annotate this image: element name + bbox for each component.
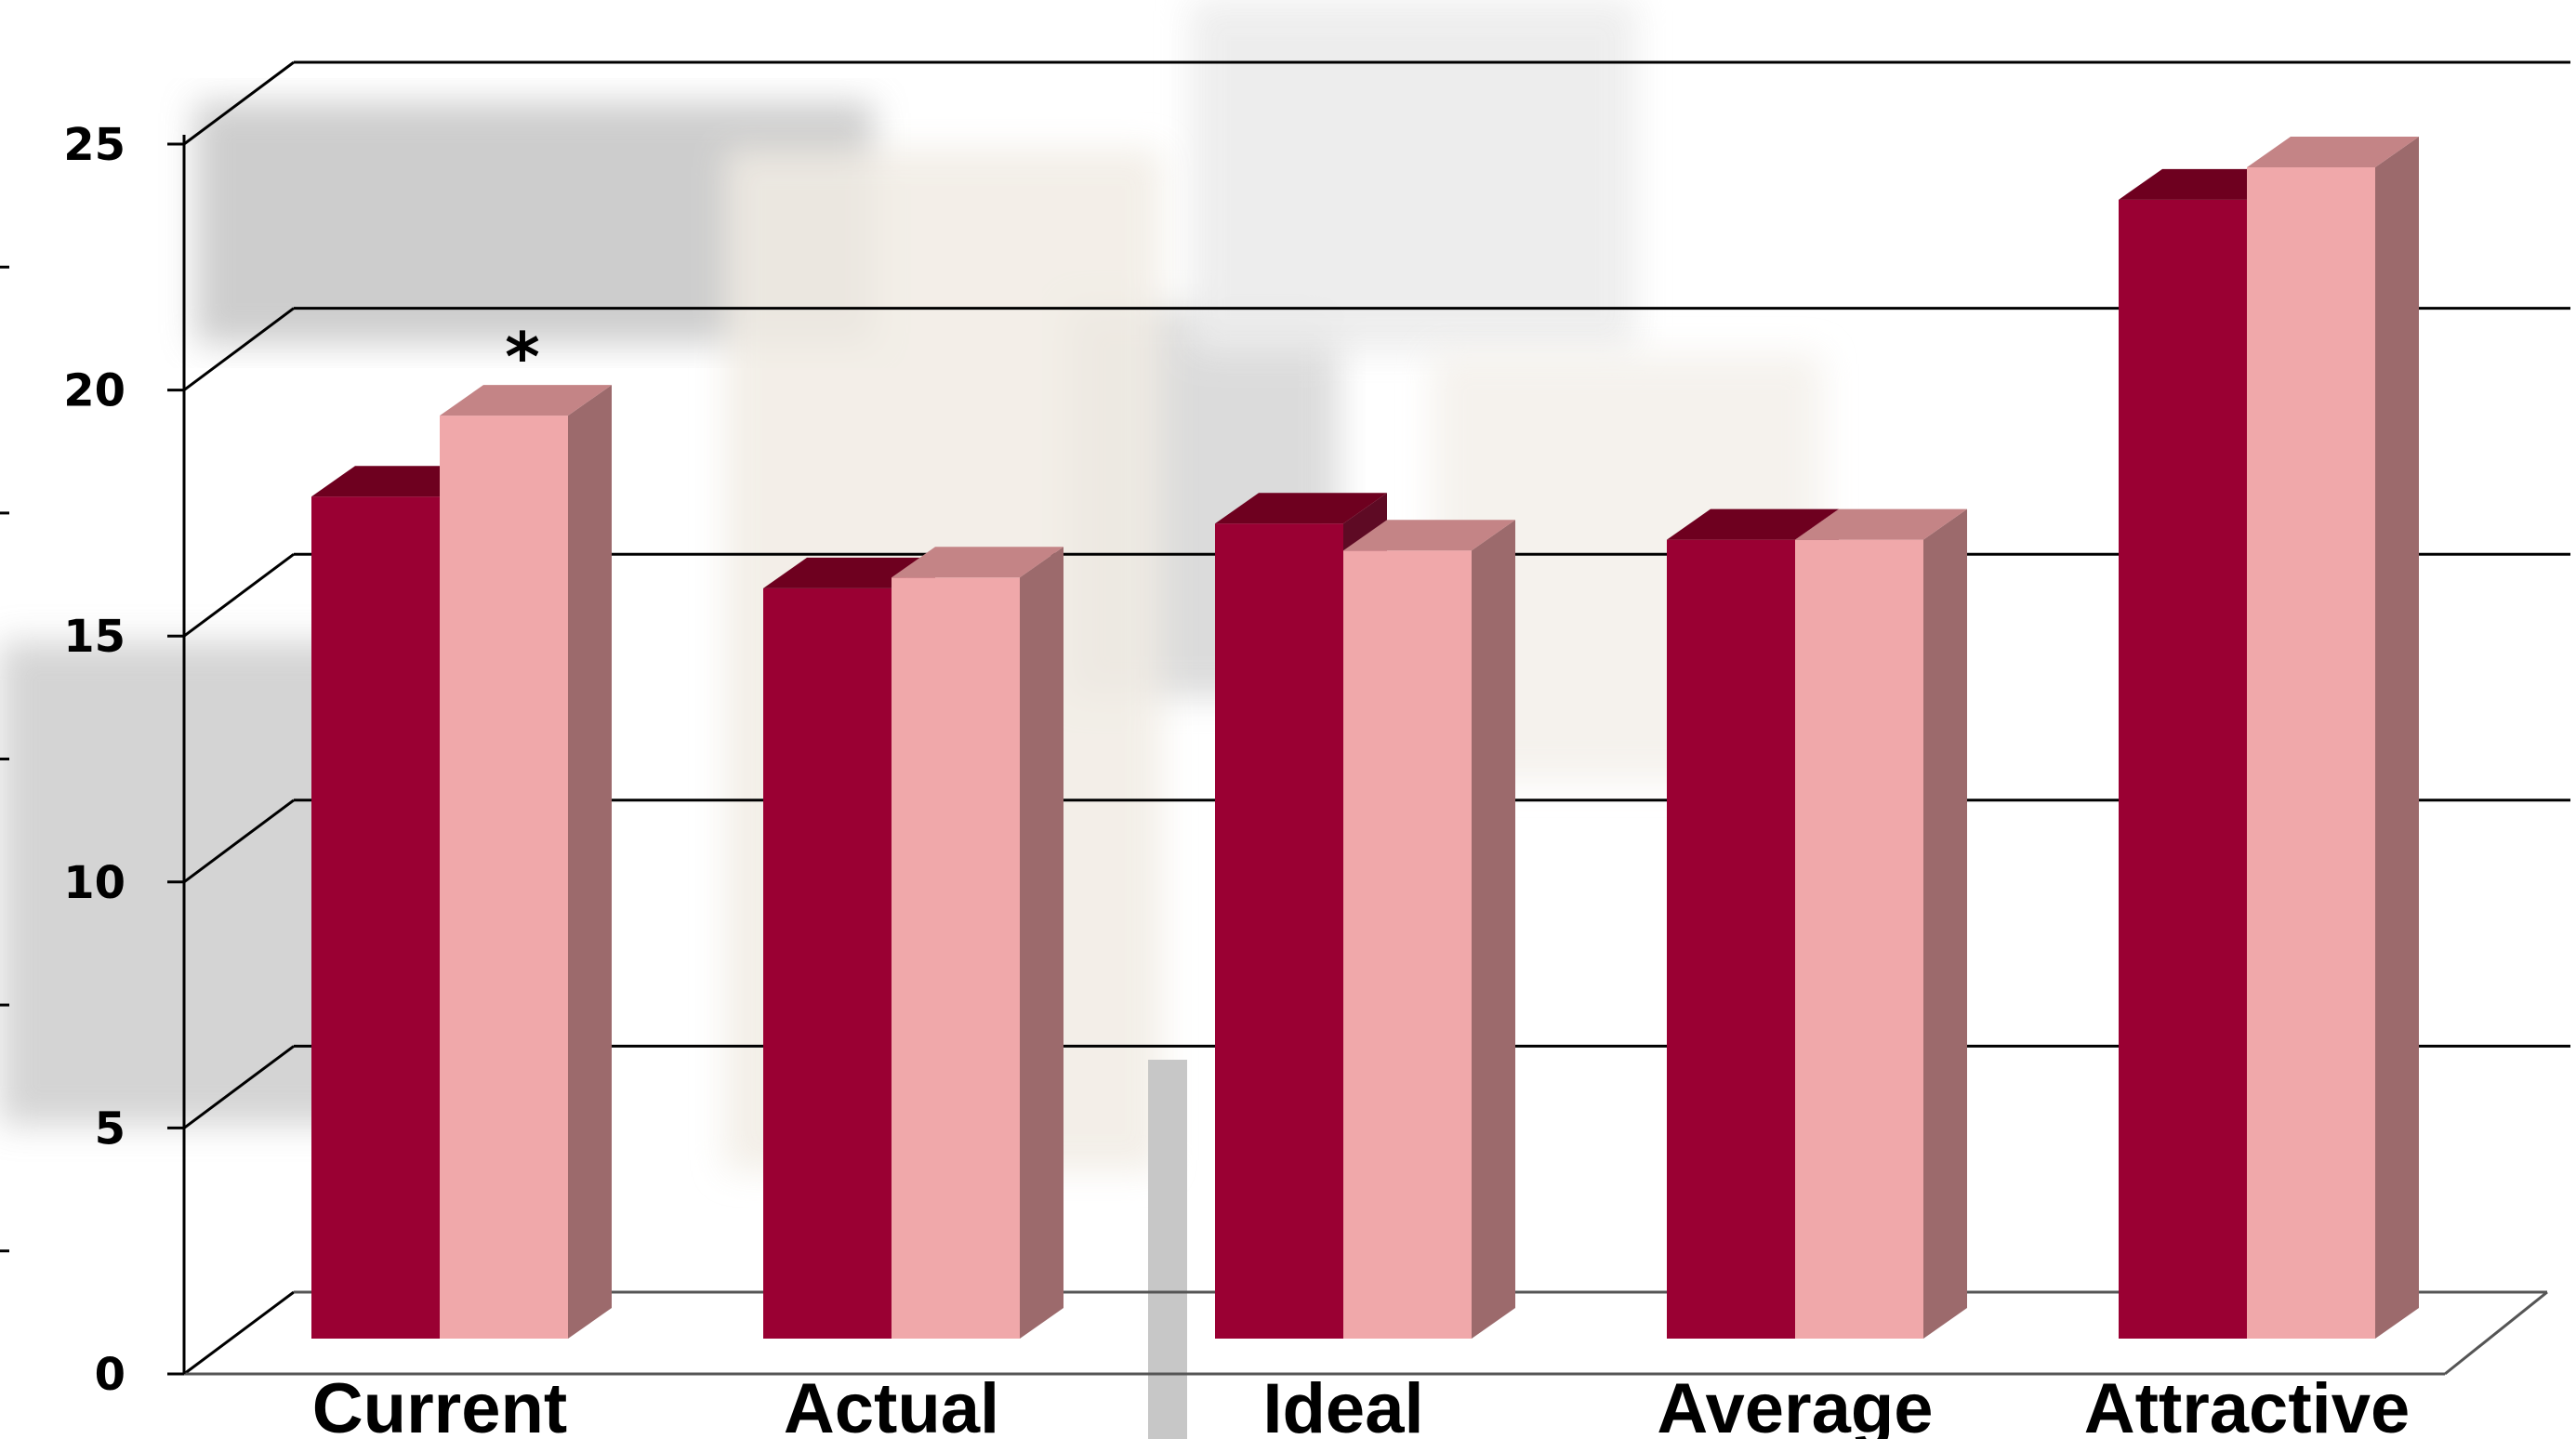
y-tick-label: 15 [63, 611, 125, 663]
bar-front [1343, 550, 1472, 1339]
category-label-actual: Actual [784, 1369, 999, 1439]
gridline-diagonal [183, 307, 295, 391]
category-label-current: Current [312, 1369, 567, 1439]
bar-side [1923, 508, 1967, 1339]
bar-top [1667, 508, 1839, 540]
bars [311, 137, 2419, 1339]
bar-top [1215, 493, 1387, 524]
background-shape [1190, 0, 1636, 353]
bar-front [2247, 167, 2375, 1339]
category-labels: Current Actual Ideal Average Attractive [312, 1369, 2411, 1439]
bar-side [568, 385, 612, 1339]
bar-side [1020, 547, 1063, 1339]
bar-front [440, 416, 568, 1339]
bar-side [1472, 520, 1515, 1339]
bar-top [892, 547, 1063, 578]
bar-front [1215, 523, 1343, 1339]
background-shape [1148, 1060, 1187, 1439]
y-tick-label: 25 [63, 119, 125, 171]
floor-right-edge [2444, 1290, 2548, 1376]
bar-actual-series-2 [892, 547, 1063, 1339]
bar-top [1795, 508, 1967, 540]
bar-front [311, 496, 440, 1339]
gridline-diagonal [183, 1045, 295, 1129]
bar-current-series-2 [440, 385, 612, 1339]
bar-attractive-series-2 [2247, 137, 2419, 1339]
category-label-attractive: Attractive [2084, 1369, 2411, 1439]
category-label-ideal: Ideal [1262, 1369, 1423, 1439]
annotations: * [505, 318, 540, 396]
y-tick-label: 0 [95, 1349, 125, 1401]
bar-average-series-2 [1795, 508, 1967, 1339]
y-tick-label: 5 [95, 1102, 125, 1155]
bar-front [1795, 539, 1923, 1339]
bar-front [2119, 199, 2247, 1339]
bar-ideal-series-2 [1343, 520, 1515, 1339]
gridline-diagonal [183, 799, 295, 884]
gridline-diagonal [183, 1290, 295, 1376]
bar-side [2375, 137, 2419, 1339]
bar-top [2247, 137, 2419, 167]
bar-front [892, 577, 1020, 1339]
y-axis: 0 5 10 15 20 25 [0, 119, 186, 1401]
significance-asterisk: * [505, 318, 540, 396]
bar-top [440, 385, 612, 416]
gridline-diagonal [183, 552, 295, 638]
bar-front [1667, 539, 1795, 1339]
y-tick-label: 20 [63, 365, 125, 417]
gridline-diagonal [183, 60, 295, 146]
bar-front [763, 587, 892, 1339]
bar-top [1343, 520, 1515, 551]
category-label-average: Average [1657, 1369, 1933, 1439]
y-tick-label: 10 [63, 857, 125, 909]
